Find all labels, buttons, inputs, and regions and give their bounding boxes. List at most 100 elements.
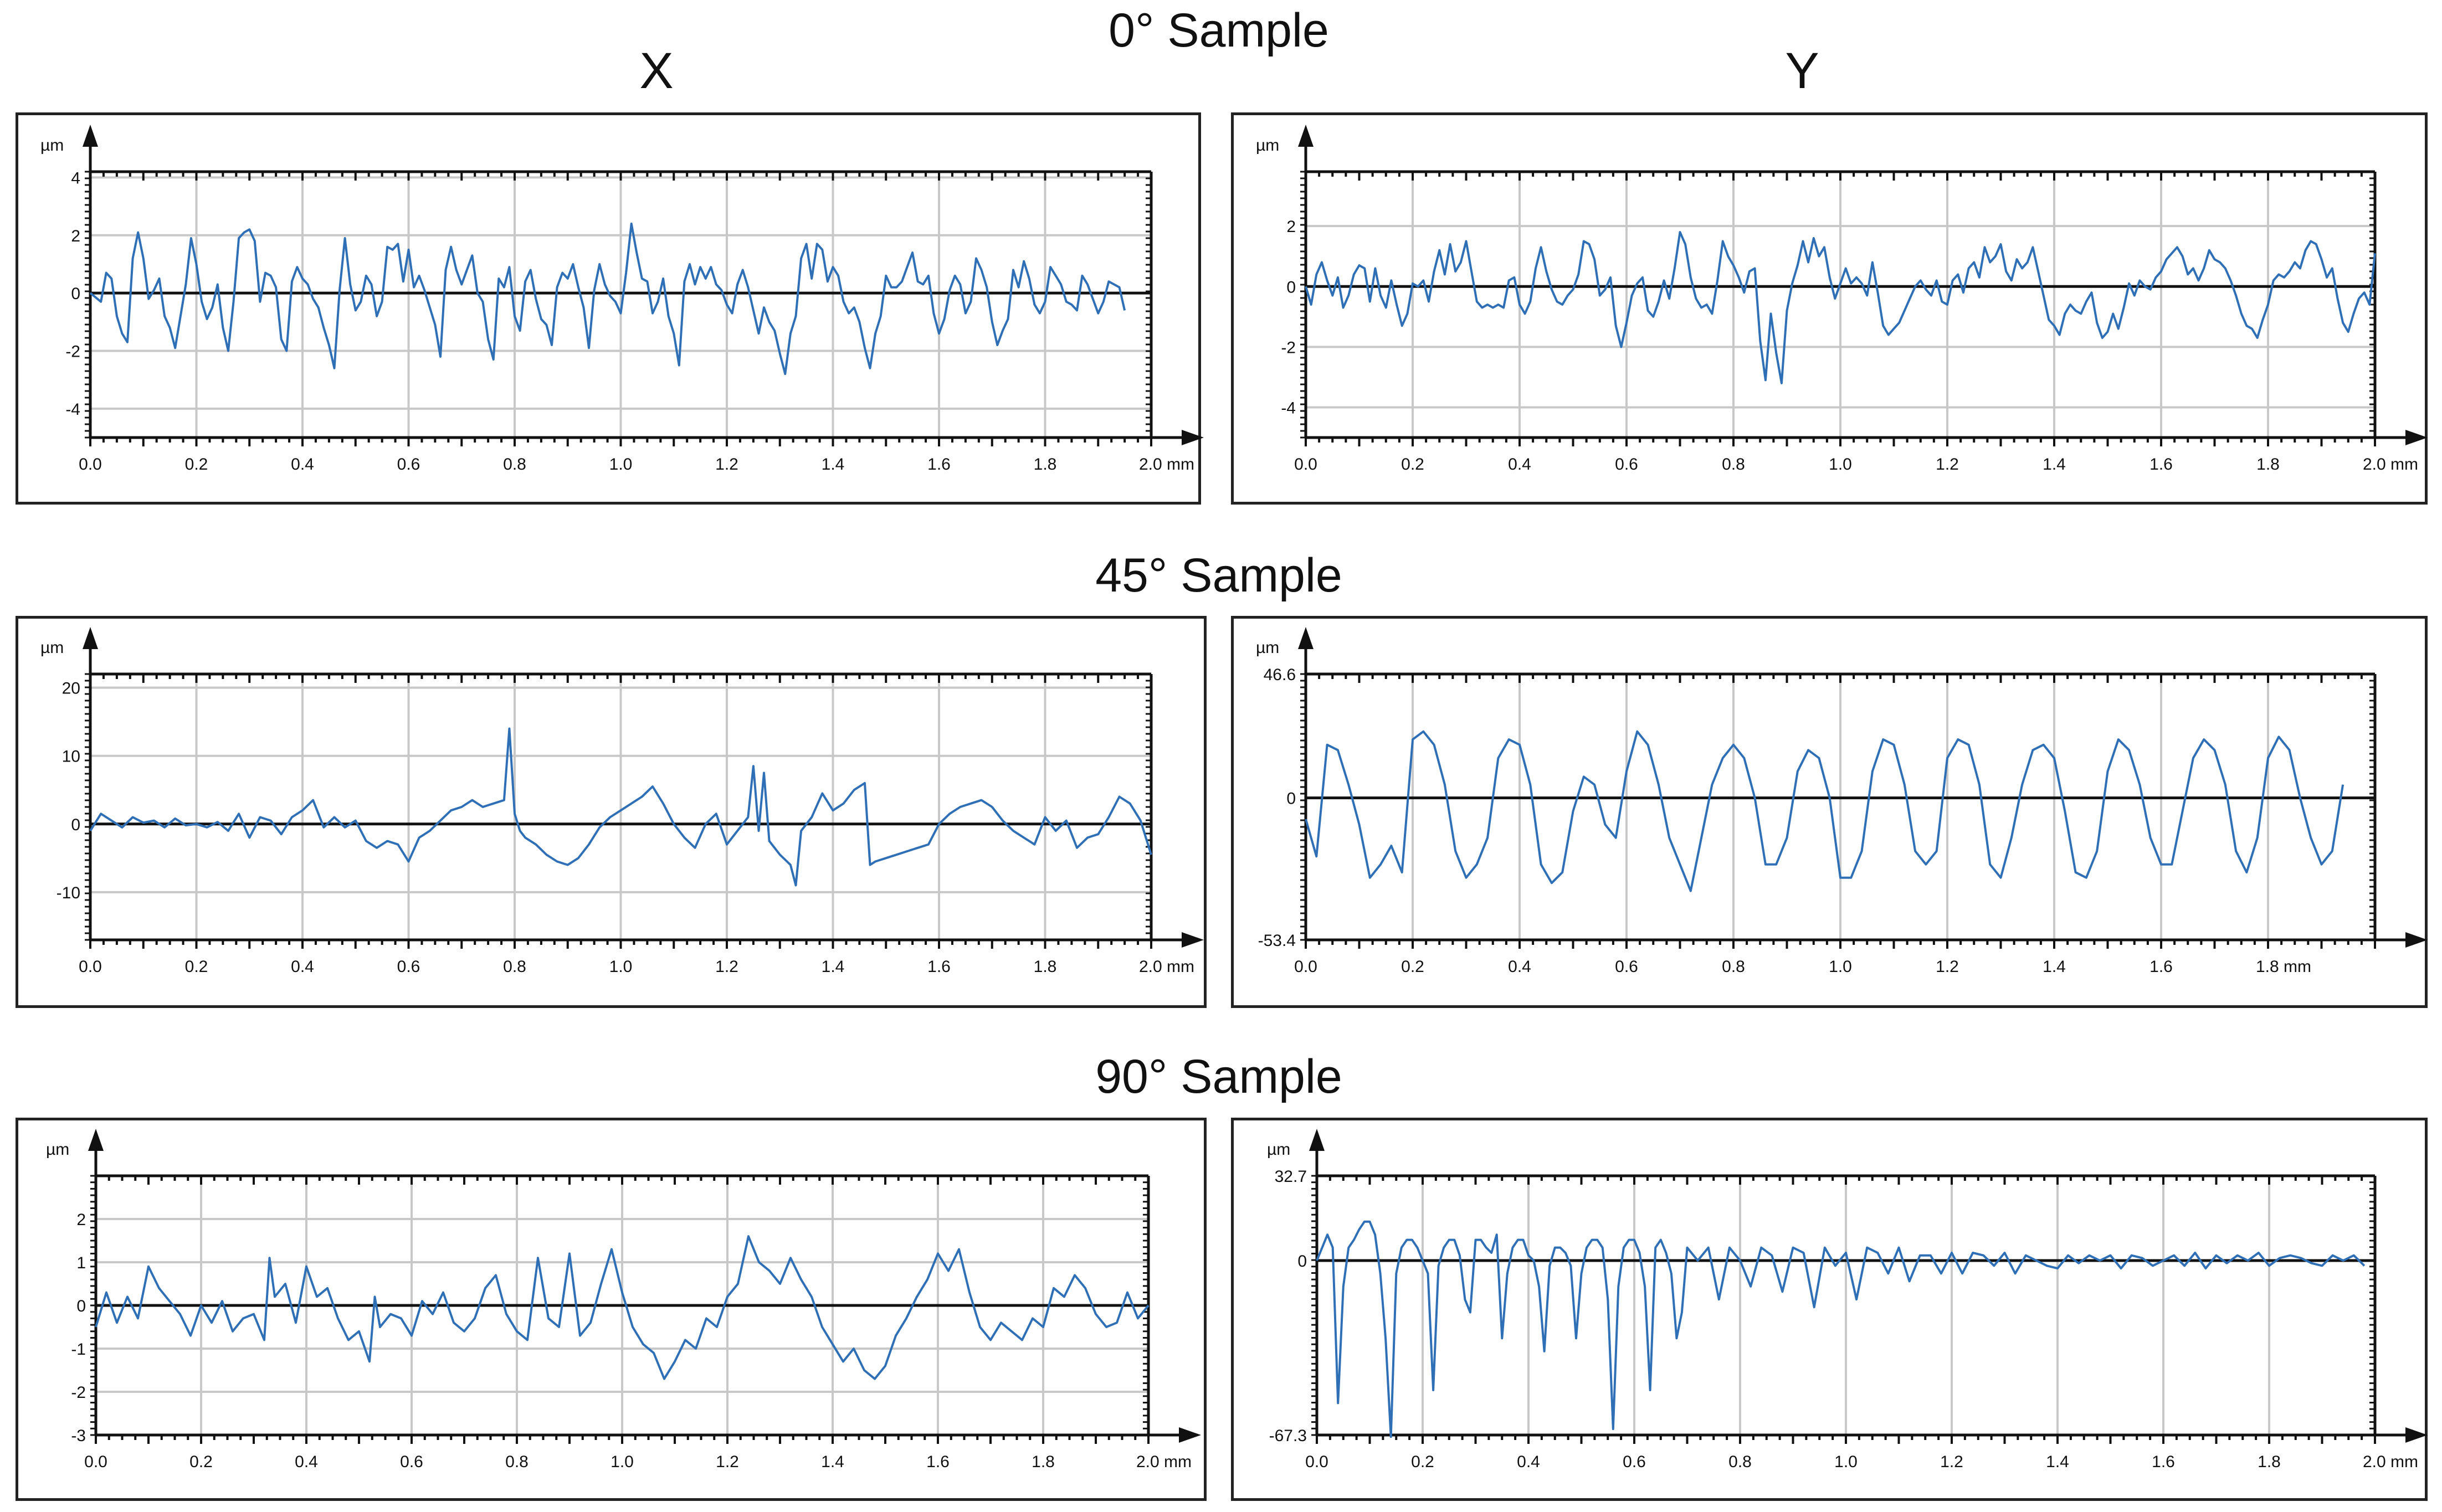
x-tick-label: 0.8 [1728,1453,1752,1471]
x-tick-label: 1.8 [1034,958,1057,976]
x-tick-label: 1.6 [927,455,951,474]
y-tick-label: 0 [1297,1252,1307,1271]
x-axis-arrow-icon [2405,430,2428,445]
x-tick-label: 0.2 [185,455,208,474]
x-tick-label: 2.0 mm [2363,455,2418,474]
y-tick-label: 2 [1286,218,1296,236]
x-tick-label: 0.2 [1411,1453,1434,1471]
chart-panel-45y: µm -53.4 0 46.6 0.0 0.2 0.4 0.6 0.8 1.0 1.2 1.4 1.6 1… [1231,616,2428,1008]
y-tick-label: -3 [71,1427,86,1445]
profile-series-line [1305,231,2376,384]
x-tick-label: 0.4 [291,455,314,474]
x-tick-label: 0.0 [1305,1453,1328,1471]
x-axis-arrow-icon [2405,1427,2428,1443]
x-tick-label: 1.2 [715,958,738,976]
column-label-x: X [639,43,674,99]
y-axis-arrow-icon [83,125,98,147]
x-axis-arrow-icon [1182,932,1204,948]
x-tick-label: 1.6 [927,958,951,976]
y-tick-label: 1 [76,1254,86,1272]
x-axis-arrow-icon [1182,430,1204,445]
section-title-0: 0° Sample [1109,4,1329,57]
x-tick-label: 1.6 [926,1453,950,1471]
chart-0x: µm -4 -2 0 2 4 0.0 0.2 0.4 0.6 0.8 1.0 1.2 1.4 1.6 1.8 2… [40,125,1204,474]
x-tick-label: 0.0 [79,455,102,474]
x-tick-label: 1.0 [609,958,633,976]
x-tick-label: 0.4 [1508,455,1531,474]
y-tick-label: 10 [62,748,80,766]
x-tick-label: 1.4 [822,455,845,474]
y-unit-label: µm [46,1140,69,1159]
y-tick-label: 46.6 [1264,666,1296,684]
y-tick-label: 4 [71,169,80,187]
y-axis-arrow-icon [1298,125,1314,147]
chart-panel-0x: µm -4 -2 0 2 4 0.0 0.2 0.4 0.6 0.8 1.0 1.2 1.4 1.6 1.8 2… [16,112,1204,505]
x-tick-label: 1.4 [822,958,845,976]
y-tick-label: -2 [65,342,80,361]
x-tick-label: 1.2 [1940,1453,1963,1471]
y-tick-label: 32.7 [1275,1168,1307,1186]
section-title-90: 90° Sample [1095,1050,1342,1103]
profile-series-line [95,1235,1150,1380]
x-tick-label: 0.8 [1722,958,1745,976]
profile-series-line [1316,1220,2366,1438]
chart-90x: µm -3 -2 -1 0 1 2 0.0 0.2 0.4 0.6 0.8 1.0 1.2 1.4 1.6 1.… [46,1129,1201,1471]
y-axis-arrow-icon [83,627,98,649]
x-tick-label: 1.0 [1829,958,1852,976]
x-tick-label: 1.4 [821,1453,844,1471]
y-tick-label: 0 [1286,278,1296,296]
y-unit-label: µm [1267,1140,1290,1159]
x-tick-label: 0.6 [1615,455,1638,474]
chart-panel-0y: µm -4 -2 0 2 0.0 0.2 0.4 0.6 0.8 1.0 1.2 1.4 1.6 1.8 2.… [1231,112,2428,505]
x-tick-label: 1.8 [2256,455,2280,474]
chart-45y: µm -53.4 0 46.6 0.0 0.2 0.4 0.6 0.8 1.0 1.2 1.4 1.6 1… [1256,627,2428,976]
x-tick-label: 1.6 [2152,1453,2175,1471]
x-tick-label: 1.6 [2149,958,2173,976]
x-tick-label: 0.6 [1615,958,1638,976]
x-tick-label: 1.8 [1034,455,1057,474]
y-tick-label: -1 [71,1340,86,1359]
y-tick-label: 20 [62,680,80,698]
x-tick-label: 0.4 [1508,958,1531,976]
chart-90y: µm -67.3 0 32.7 0.0 0.2 0.4 0.6 0.8 1.0 1.2 1.4 1.6 1… [1267,1129,2428,1471]
x-tick-label: 1.2 [1936,958,1959,976]
x-tick-label: 0.2 [1401,958,1424,976]
x-tick-label: 1.8 [2258,1453,2281,1471]
x-tick-label: 2.0 mm [1136,1453,1192,1471]
chart-panel-45x: µm -10 0 10 20 0.0 0.2 0.4 0.6 0.8 1.0 1.2 1.4 1.6 1.8… [16,616,1207,1008]
y-tick-label: 2 [71,227,80,245]
y-tick-label: -4 [1281,399,1296,417]
y-unit-label: µm [1256,639,1279,657]
y-tick-label: -10 [57,884,80,902]
chart-panel-90x: µm -3 -2 -1 0 1 2 0.0 0.2 0.4 0.6 0.8 1.0 1.2 1.4 1.6 1.… [16,1118,1207,1501]
x-tick-label: 0.6 [1623,1453,1646,1471]
x-tick-label: 1.6 [2149,455,2173,474]
y-tick-label: -67.3 [1269,1427,1307,1445]
x-tick-label: 0.8 [1722,455,1745,474]
y-tick-label: 0 [71,816,80,834]
x-tick-label: 0.6 [397,958,420,976]
y-axis-arrow-icon [1309,1129,1325,1151]
y-tick-label: -2 [71,1384,86,1402]
y-tick-label: 2 [76,1211,86,1229]
x-tick-label: 0.2 [185,958,208,976]
x-tick-label: 0.8 [503,958,526,976]
x-tick-label: 1.0 [1834,1453,1858,1471]
y-tick-label: 0 [76,1297,86,1315]
y-tick-label: 0 [71,285,80,303]
section-title-45: 45° Sample [1095,549,1342,602]
x-tick-label: 0.8 [505,1453,529,1471]
x-tick-label: 0.2 [1401,455,1424,474]
x-tick-label: 1.2 [1936,455,1959,474]
column-label-y: Y [1785,43,1819,99]
x-axis-arrow-icon [1179,1427,1201,1443]
x-tick-label: 0.0 [79,958,102,976]
x-tick-label: 2.0 mm [2363,1453,2418,1471]
x-tick-label: 0.4 [1517,1453,1540,1471]
x-tick-label: 0.4 [295,1453,318,1471]
x-axis-arrow-icon [2405,932,2428,948]
x-tick-label: 0.8 [503,455,526,474]
chart-panel-90y: µm -67.3 0 32.7 0.0 0.2 0.4 0.6 0.8 1.0 1.2 1.4 1.6 1… [1231,1118,2428,1501]
x-tick-label: 1.4 [2043,455,2066,474]
x-tick-label: 1.8 [1032,1453,1055,1471]
